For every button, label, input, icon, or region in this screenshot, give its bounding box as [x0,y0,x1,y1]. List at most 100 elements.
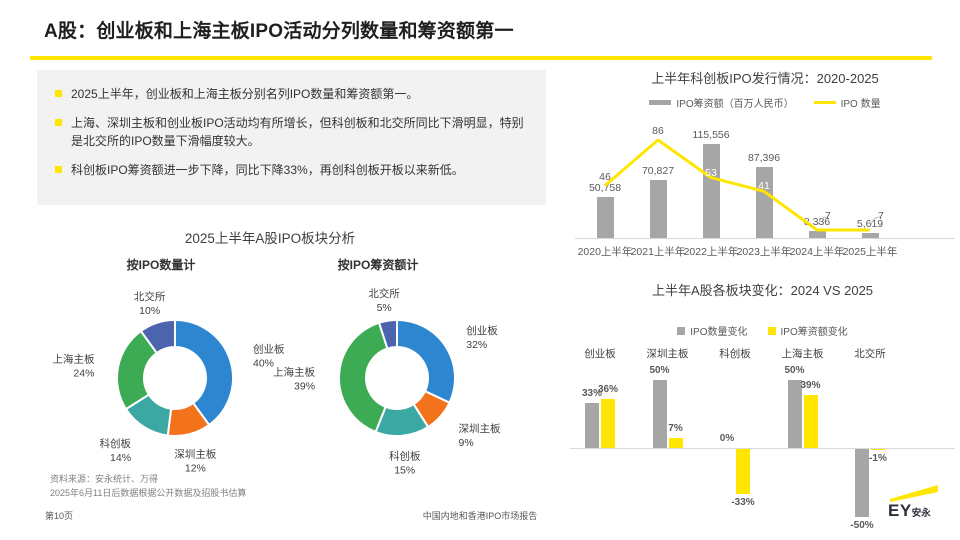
x-category-label: 2025上半年 [842,246,898,258]
x-category-label: 2022上半年 [683,246,739,258]
bar-ipo-proceeds [649,180,667,238]
bar-proceeds-change [668,438,683,448]
bullet-text: 科创板IPO筹资额进一步下降，同比下降33%，再创科创板开板以来新低。 [71,163,464,177]
donut-label-value: 12% [185,462,206,474]
bullet-text: 2025上半年，创业板和上海主板分别名列IPO数量和筹资额第一。 [71,87,419,101]
bullet-square-icon [55,166,62,173]
donut-label-name: 创业板 [253,343,285,356]
donut-label-name: 深圳主板 [174,447,216,460]
title-accent-rule [30,56,932,60]
board-category-label: 创业板 [584,348,616,360]
board-category-label: 北交所 [854,348,886,360]
legend-item-count: IPO 数量 [813,95,881,110]
x-category-label: 2023上半年 [736,246,792,258]
bar-value-label: 50% [649,365,670,376]
combo-chart-plot: 50,758 70,827 115,556 87,396 8,336 5,619 46 86 5… [575,120,955,258]
bar-value-label: -50% [850,520,874,531]
bar-count-change [652,380,667,448]
donut-segment [139,318,176,355]
donut-chart-ipo-proceeds: 创业板 32% 深圳主板 9% 科创板 15% 上海主板 39% 北交所 5% [273,287,501,477]
grouped-chart-legend: IPO数量变化 IPO筹资额变化 [570,323,955,338]
bullet-square-icon [55,119,62,126]
bar-value-label: 36% [597,384,618,396]
legend-item-proceeds-change: IPO筹资额变化 [767,323,848,338]
donut-label-name: 深圳主板 [459,422,501,435]
donut-segment [338,321,389,434]
x-category-label: 2020上半年 [577,246,633,258]
bar-ipo-proceeds [702,144,720,238]
donut-segment [396,318,456,405]
donut-section-title: 2025上半年A股IPO板块分析 [184,231,356,246]
board-change-chart: 上半年A股各板块变化：2024 VS 2025 IPO数量变化 IPO筹资额变化… [570,280,955,536]
ey-logo: EY安永 [888,481,948,523]
grouped-chart-plot: 创业板 深圳主板 科创板 上海主板 北交所 33% 50% 0% 50% -50% 36% 7% -33… [570,348,955,536]
bar-value-label: 39% [800,379,821,391]
board-category-label: 上海主板 [781,348,824,360]
bar-proceeds-change [736,449,750,494]
x-category-label: 2021上半年 [630,246,686,258]
donut-label-value: 9% [459,437,474,449]
gray-square-swatch-icon [677,326,686,335]
donut-label-name: 科创板 [100,437,132,450]
combo-chart-legend: IPO筹资额（百万人民币） IPO 数量 [575,95,955,110]
donut-label-name: 北交所 [134,290,166,303]
donut-label-name: 创业板 [466,324,498,337]
summary-box: 2025上半年，创业板和上海主板分别名列IPO数量和筹资额第一。 上海、深圳主板… [37,70,546,205]
bar-value-label: 50,758 [588,181,622,194]
bar-count-change [787,380,802,448]
combo-chart-title: 上半年科创板IPO发行情况：2020-2025 [651,71,879,86]
footer-report-title: 中国内地和香港IPO市场报告 [422,511,538,521]
bar-value-label: 70,827 [641,165,675,178]
yellow-square-swatch-icon [767,326,776,335]
donut-label-value: 24% [73,368,94,380]
bar-ipo-proceeds [596,196,614,238]
donut-segment [377,318,398,350]
ey-logo-text: EY安永 [888,501,931,520]
gray-bar-swatch-icon [649,100,672,105]
source-note-line1: 资料来源：安永统计、万得 [50,474,159,484]
bar-value-label: 87,396 [747,151,781,164]
bar-count-change [585,403,599,448]
x-category-label: 2024上半年 [789,246,845,258]
bar-proceeds-change [803,394,818,448]
legend-label: IPO筹资额（百万人民币） [676,99,794,110]
bar-count-change [855,449,869,517]
donut-label-value: 40% [253,358,274,370]
line-value-label: 53 [705,166,717,179]
bullet-item: 科创板IPO筹资额进一步下降，同比下降33%，再创科创板开板以来新低。 [55,161,530,179]
donut-label-value: 10% [139,305,160,317]
donut-label-value: 14% [110,452,131,464]
bar-value-label: 7% [668,423,683,435]
bar-ipo-proceeds [861,233,879,238]
bar-proceeds-change [871,449,885,451]
bar-value-label: 0% [719,433,735,444]
line-value-label: 86 [652,125,664,137]
donut-label-value: 15% [394,465,415,477]
donut-right-subtitle: 按IPO筹资额计 [337,258,419,272]
donut-chart-ipo-count: 创业板 40% 深圳主板 12% 科创板 14% 上海主板 24% 北交所 10% [52,290,285,474]
x-axis-line [575,238,955,239]
source-note-line2: 2025年6月11日后数据根据公开数据及招股书估算 [50,488,247,498]
board-category-label: 科创板 [719,348,751,360]
zero-axis-line [570,448,955,449]
page-title: A股：创业板和上海主板IPO活动分列数量和筹资额第一 [44,21,514,42]
bullet-item: 上海、深圳主板和创业板IPO活动均有所增长，但科创板和北交所同比下滑明显，特别是… [55,114,530,150]
ipo-count-line [604,138,881,232]
line-value-label: 46 [599,170,611,183]
line-value-label: 41 [758,180,770,193]
legend-label: IPO筹资额变化 [780,327,848,338]
bullet-item: 2025上半年，创业板和上海主板分别名列IPO数量和筹资额第一。 [55,85,530,103]
bar-proceeds-change [601,399,615,448]
bar-ipo-proceeds [808,231,826,238]
donut-label-name: 上海主板 [52,353,94,366]
bullet-text: 上海、深圳主板和创业板IPO活动均有所增长，但科创板和北交所同比下滑明显，特别是… [71,116,524,148]
bar-value-label: -33% [731,496,755,508]
yellow-line-swatch-icon [813,101,836,104]
legend-label: IPO 数量 [840,99,881,110]
line-value-label: 7 [825,210,831,223]
board-category-label: 深圳主板 [646,348,689,360]
star-board-combo-chart: 上半年科创板IPO发行情况：2020-2025 IPO筹资额（百万人民币） IP… [575,68,955,273]
bar-value-label: 115,556 [692,129,730,141]
legend-item-proceeds: IPO筹资额（百万人民币） [649,95,794,110]
